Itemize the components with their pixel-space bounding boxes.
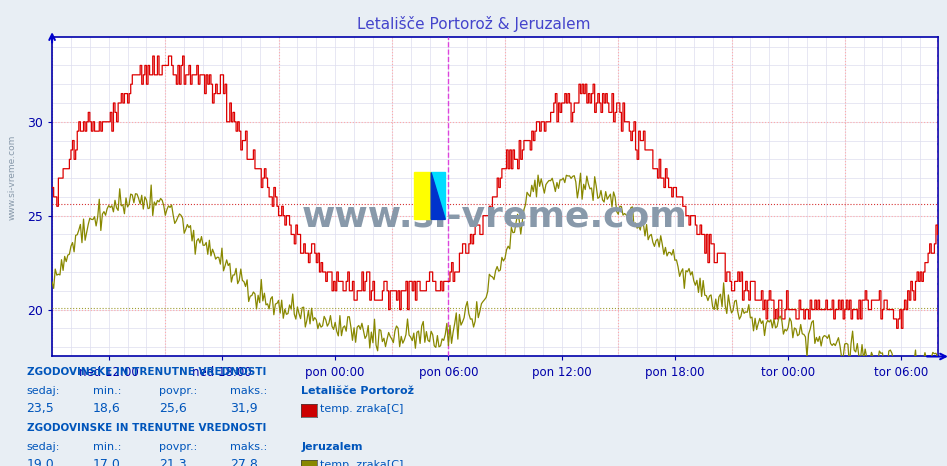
Text: 27,8: 27,8	[230, 459, 258, 466]
Text: 31,9: 31,9	[230, 403, 258, 415]
Text: Letališče Portorož: Letališče Portorož	[301, 386, 414, 396]
Text: povpr.:: povpr.:	[159, 442, 197, 452]
Text: ZGODOVINSKE IN TRENUTNE VREDNOSTI: ZGODOVINSKE IN TRENUTNE VREDNOSTI	[27, 367, 266, 377]
Text: 23,5: 23,5	[27, 403, 54, 415]
Text: temp. zraka[C]: temp. zraka[C]	[320, 404, 403, 414]
Text: povpr.:: povpr.:	[159, 386, 197, 396]
Text: Letališče Portorož & Jeruzalem: Letališče Portorož & Jeruzalem	[357, 16, 590, 32]
Text: 18,6: 18,6	[93, 403, 120, 415]
Text: www.si-vreme.com: www.si-vreme.com	[302, 199, 688, 233]
Text: Jeruzalem: Jeruzalem	[301, 442, 363, 452]
Text: 17,0: 17,0	[93, 459, 120, 466]
Bar	[414, 172, 431, 219]
Polygon shape	[431, 172, 445, 219]
Text: temp. zraka[C]: temp. zraka[C]	[320, 460, 403, 466]
Text: min.:: min.:	[93, 386, 121, 396]
Text: maks.:: maks.:	[230, 442, 267, 452]
Text: maks.:: maks.:	[230, 386, 267, 396]
Text: 21,3: 21,3	[159, 459, 187, 466]
Polygon shape	[431, 172, 445, 219]
Text: 25,6: 25,6	[159, 403, 187, 415]
Text: min.:: min.:	[93, 442, 121, 452]
Text: www.si-vreme.com: www.si-vreme.com	[8, 134, 17, 220]
Text: 19,0: 19,0	[27, 459, 54, 466]
Text: ZGODOVINSKE IN TRENUTNE VREDNOSTI: ZGODOVINSKE IN TRENUTNE VREDNOSTI	[27, 423, 266, 433]
Text: sedaj:: sedaj:	[27, 442, 60, 452]
Text: sedaj:: sedaj:	[27, 386, 60, 396]
